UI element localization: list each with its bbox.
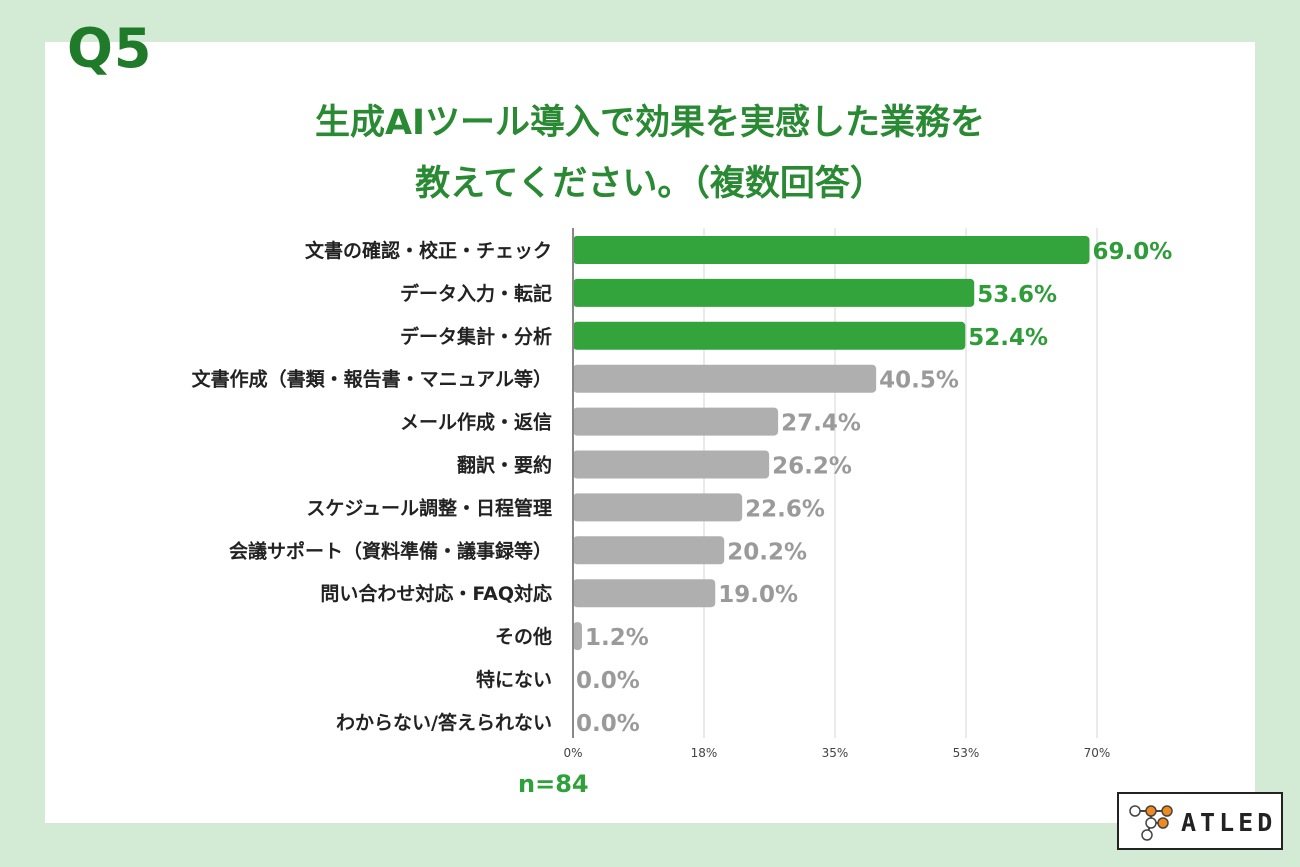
bar xyxy=(573,321,966,350)
sample-size-label: n=84 xyxy=(518,770,589,798)
value-label: 69.0% xyxy=(1093,239,1173,265)
value-label: 26.2% xyxy=(772,454,852,480)
value-label: 53.6% xyxy=(977,282,1057,308)
bar xyxy=(573,622,582,651)
category-label: メール作成・返信 xyxy=(400,411,552,434)
atled-molecule-logo-icon xyxy=(1129,805,1173,841)
x-tick-label: 0% xyxy=(563,746,582,760)
category-label: 問い合わせ対応・FAQ対応 xyxy=(320,582,552,605)
bar xyxy=(573,407,779,436)
atled-logo: ATLED xyxy=(1117,792,1283,850)
category-label: 文書の確認・校正・チェック xyxy=(305,239,552,262)
value-label: 0.0% xyxy=(576,668,640,694)
bar xyxy=(573,579,716,608)
bar xyxy=(573,536,725,565)
category-label: 特にない xyxy=(476,669,552,691)
x-tick-label: 18% xyxy=(691,746,718,760)
value-label: 40.5% xyxy=(879,368,959,394)
bar xyxy=(573,236,1090,264)
value-label: 1.2% xyxy=(585,625,649,651)
value-label: 20.2% xyxy=(727,539,807,565)
x-tick-label: 70% xyxy=(1084,746,1111,760)
category-label: その他 xyxy=(495,625,552,648)
value-label: 27.4% xyxy=(781,411,861,437)
category-label: データ集計・分析 xyxy=(400,325,552,348)
chart-title-line-1: 生成AIツール導入で効果を実感した業務を xyxy=(314,103,986,143)
value-label: 22.6% xyxy=(745,496,825,522)
value-label: 19.0% xyxy=(718,582,798,608)
bar xyxy=(573,493,743,522)
x-tick-label: 53% xyxy=(953,746,980,760)
category-label: 文書作成（書類・報告書・マニュアル等） xyxy=(192,368,552,391)
value-label: 52.4% xyxy=(968,325,1048,351)
category-label: 翻訳・要約 xyxy=(457,454,552,477)
bar xyxy=(573,364,877,393)
chart-title-line-2: 教えてください。（複数回答） xyxy=(415,164,885,204)
bar xyxy=(573,450,770,479)
atled-logo-text: ATLED xyxy=(1181,808,1277,837)
category-label: スケジュール調整・日程管理 xyxy=(306,496,552,519)
question-number: Q5 xyxy=(67,17,153,80)
x-tick-label: 35% xyxy=(822,746,849,760)
category-label: 会議サポート（資料準備・議事録等） xyxy=(229,539,552,562)
bar xyxy=(573,278,975,307)
value-label: 0.0% xyxy=(576,711,640,737)
category-label: データ入力・転記 xyxy=(400,282,552,305)
category-label: わからない/答えられない xyxy=(336,711,552,734)
